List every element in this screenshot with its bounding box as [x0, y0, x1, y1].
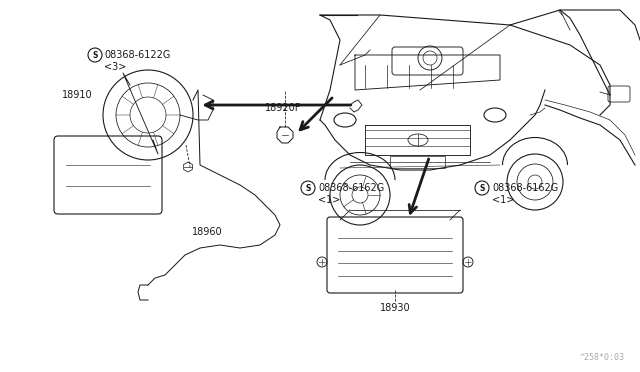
Text: S: S: [305, 183, 310, 192]
Text: 08368-6162G: 08368-6162G: [492, 183, 558, 193]
Circle shape: [475, 181, 489, 195]
Text: ^258*0:03: ^258*0:03: [580, 353, 625, 362]
Circle shape: [88, 48, 102, 62]
Text: 18930: 18930: [380, 303, 410, 313]
Text: 08368-6162G: 08368-6162G: [318, 183, 384, 193]
Text: 18960: 18960: [192, 227, 223, 237]
Text: S: S: [479, 183, 484, 192]
Text: <1>: <1>: [318, 195, 340, 205]
Text: 18920F: 18920F: [265, 103, 301, 113]
Text: <1>: <1>: [492, 195, 515, 205]
Text: 18910: 18910: [62, 90, 93, 100]
Circle shape: [301, 181, 315, 195]
Text: S: S: [92, 51, 98, 60]
Text: 08368-6122G: 08368-6122G: [104, 50, 170, 60]
Text: <3>: <3>: [104, 62, 126, 72]
